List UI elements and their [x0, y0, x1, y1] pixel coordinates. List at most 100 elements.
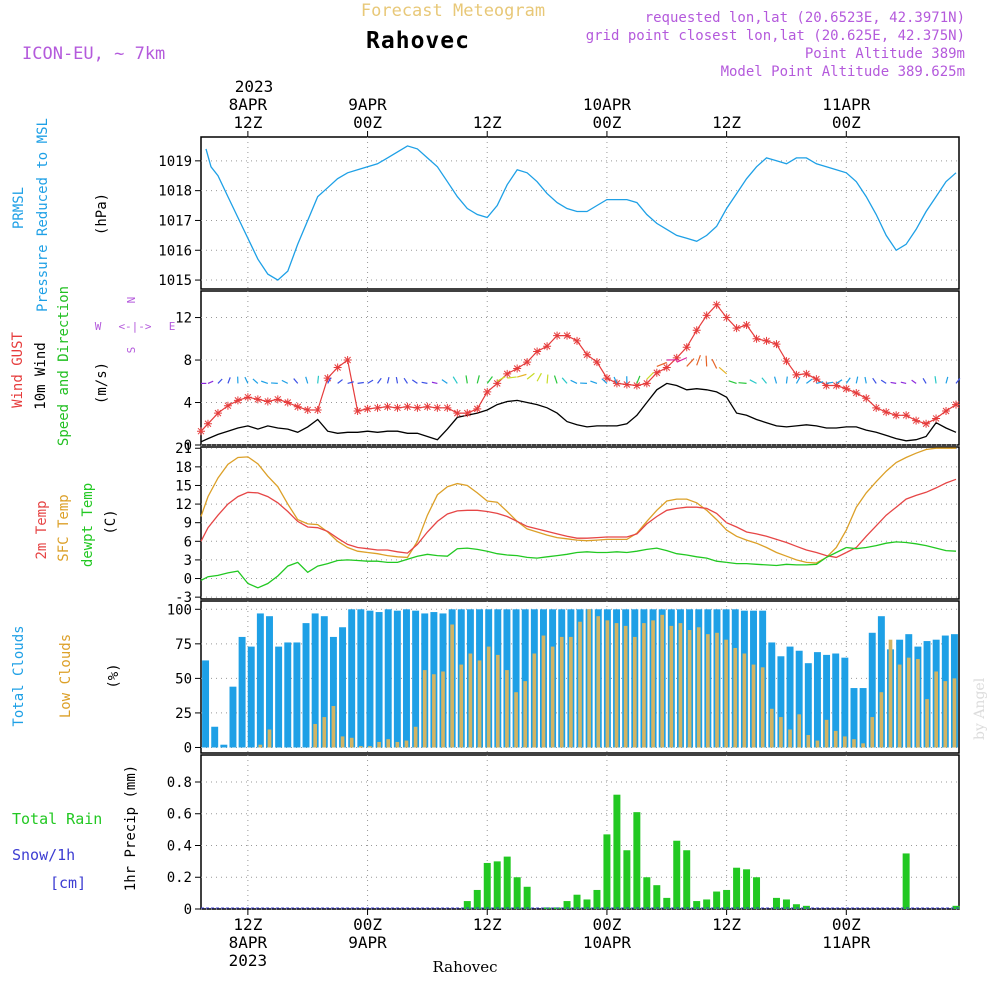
low-cloud-bar	[322, 717, 327, 748]
gust-marker	[363, 404, 372, 413]
low-cloud-bar	[587, 609, 591, 748]
wind-speed-line	[200, 382, 957, 443]
gust-marker	[197, 427, 205, 436]
wind-unit: (m/s)	[94, 362, 110, 404]
precip-labels: Total Rain Snow/1h [cm] 1hr Precip (mm)	[12, 765, 139, 892]
low-cloud-bar	[715, 632, 719, 748]
gust-marker	[443, 403, 452, 412]
snow-label: Snow/1h	[12, 846, 75, 864]
compass-east: E	[169, 320, 176, 333]
total-cloud-bar	[393, 610, 401, 748]
low-cloud-bar	[742, 653, 747, 748]
wind-ytick-label: 4	[184, 396, 192, 412]
low-cloud-bar	[514, 692, 518, 748]
low-cloud-bar	[377, 741, 381, 748]
total-cloud-bar	[247, 646, 255, 748]
rain-bar	[653, 885, 661, 909]
clouds-ytick-label: 100	[167, 602, 192, 618]
gust-marker	[812, 375, 821, 384]
low-cloud-bar	[596, 616, 601, 748]
gust-marker	[453, 409, 462, 418]
top-hour-label: 12Z	[233, 113, 262, 132]
low-cloud-bar	[495, 654, 500, 748]
dewpt-label: dewpt Temp	[80, 483, 96, 567]
total-cloud-bar	[786, 646, 794, 748]
wind-direction-arrow	[686, 358, 695, 367]
gust-marker	[722, 313, 731, 322]
wind-direction-arrow	[864, 376, 867, 384]
wind-direction-arrow	[728, 380, 737, 384]
wind-direction-arrow	[761, 377, 767, 384]
gust-marker	[772, 340, 781, 349]
wind-direction-arrow	[785, 376, 788, 384]
low-cloud-bar	[413, 726, 418, 748]
total-cloud-bar	[384, 609, 392, 748]
temp-labels: 2m Temp SFC Temp dewpt Temp (C)	[34, 483, 119, 567]
precip-panel: 0 0.2 0.4 0.6 0.8	[167, 754, 960, 918]
wind-direction-arrow	[347, 381, 354, 384]
gridpoint-coords: grid point closest lon,lat (20.625E, 42.…	[586, 28, 965, 44]
wind-direction-arrow	[377, 377, 382, 384]
wind-direction-arrow	[806, 378, 813, 384]
gust-marker	[732, 324, 741, 333]
snow-unit-label: [cm]	[50, 874, 86, 892]
low-cloud-bar	[934, 671, 938, 748]
low-cloud-bar	[395, 741, 400, 748]
rain-bar	[782, 899, 790, 909]
low-cloud-bar	[906, 657, 911, 748]
temperature-panel: -3 0 3 6 9 12 15 18 21	[175, 441, 960, 606]
total-cloud-bar	[348, 609, 356, 748]
gust-marker	[263, 397, 272, 406]
rain-bar	[713, 891, 721, 909]
low-cloud-bar	[806, 735, 811, 748]
gust-marker	[333, 363, 342, 372]
gust-marker	[403, 402, 412, 411]
rain-bar	[743, 869, 751, 909]
bottom-hour-label: 12Z	[233, 915, 262, 934]
wind-labels: Wind GUST 10m Wind Speed and Direction (…	[10, 286, 175, 446]
speed-direction-label: Speed and Direction	[56, 286, 72, 446]
rain-bar	[673, 840, 681, 909]
rain-bar	[693, 901, 701, 909]
gust-marker	[802, 369, 811, 378]
total-cloud-bar	[302, 623, 310, 748]
low-cloud-bar	[852, 739, 856, 748]
gust-marker	[293, 402, 302, 411]
total-cloud-bar	[266, 616, 273, 748]
low-cloud-bar	[687, 630, 692, 748]
low-cloud-bar	[861, 743, 865, 748]
rain-bar	[523, 886, 531, 909]
rain-bar	[463, 901, 471, 909]
rain-bar	[573, 894, 581, 909]
low-cloud-bar	[788, 729, 792, 748]
pressure-ytick-label: 1019	[158, 154, 192, 170]
low-cloud-bar	[815, 740, 820, 748]
low-cloud-bar	[797, 714, 802, 748]
wind-direction-arrow	[590, 380, 598, 384]
wind-direction-arrow	[252, 378, 259, 384]
wind-direction-arrow	[517, 373, 527, 378]
total-cloud-bar	[284, 642, 292, 748]
wind-direction-arrow	[546, 374, 549, 384]
wind-10m-label: 10m Wind	[33, 342, 49, 409]
gust-marker	[353, 407, 362, 416]
gust-marker	[343, 356, 352, 365]
total-cloud-bar	[412, 610, 420, 748]
total-cloud-bar	[868, 632, 876, 748]
low-cloud-bar	[340, 736, 345, 748]
wind-direction-arrow	[476, 375, 480, 384]
wind-direction-arrow	[441, 379, 448, 384]
gust-marker	[393, 403, 402, 412]
wind-direction-arrow	[738, 382, 747, 384]
gust-marker	[822, 381, 831, 390]
top-date-label: 8APR	[229, 95, 268, 114]
bottom-hour-label: 00Z	[353, 915, 382, 934]
wind-direction-arrow	[337, 379, 343, 384]
wind-ytick-label: 0	[184, 438, 192, 454]
rain-bar	[483, 862, 491, 909]
low-cloud-bar	[550, 646, 555, 748]
temp-ytick-label: 0	[184, 572, 192, 588]
gust-marker	[323, 374, 332, 383]
